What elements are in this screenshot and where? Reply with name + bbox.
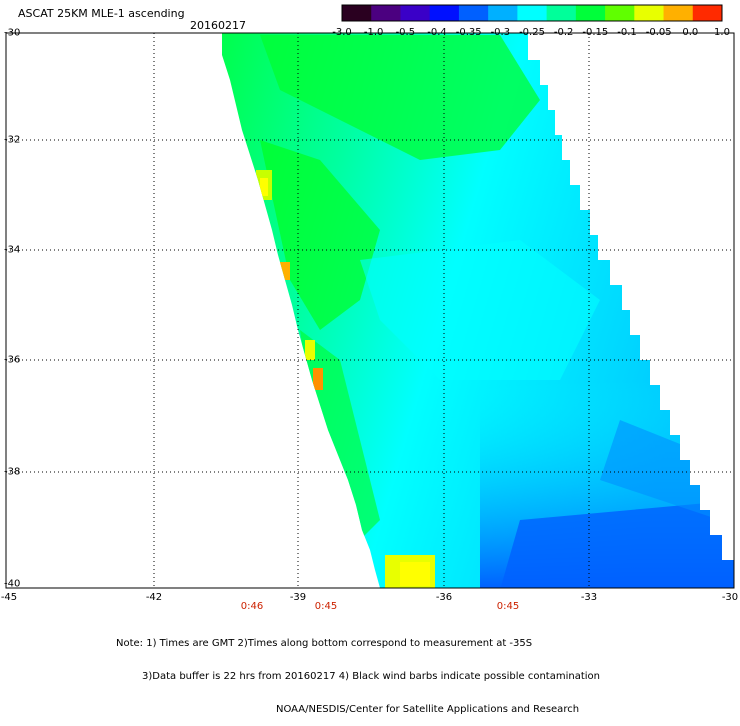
colorbar-swatch bbox=[429, 5, 460, 21]
colorbar bbox=[341, 4, 723, 22]
colorbar-swatch bbox=[458, 5, 489, 21]
colorbar-tick-label: -0.3 bbox=[490, 27, 511, 38]
time-label: 0:45 bbox=[314, 601, 338, 612]
lat-label: -32 bbox=[4, 134, 21, 146]
colorbar-tick-label: -3.0 bbox=[332, 27, 352, 38]
note-line-3: NOAA/NESDIS/Center for Satellite Applica… bbox=[276, 704, 580, 715]
note-line-2: 3)Data buffer is 22 hrs from 20160217 4)… bbox=[142, 671, 600, 682]
colorbar-swatch bbox=[663, 5, 694, 21]
colorbar-swatch bbox=[488, 5, 518, 21]
colorbar-swatch bbox=[400, 5, 431, 21]
lon-label: -30 bbox=[721, 592, 739, 603]
lon-label: -33 bbox=[580, 592, 598, 603]
colorbar-tick-label: -1.0 bbox=[363, 27, 384, 38]
ascat-map bbox=[5, 4, 735, 589]
lon-label: -45 bbox=[0, 592, 18, 603]
time-label: 0:45 bbox=[496, 601, 520, 612]
colorbar-swatch bbox=[575, 5, 606, 21]
colorbar-tick-label: -0.15 bbox=[582, 27, 609, 38]
colorbar-swatch bbox=[342, 5, 372, 21]
swath bbox=[222, 33, 734, 588]
colorbar-swatch bbox=[605, 5, 635, 21]
colorbar-tick-label: -0.4 bbox=[427, 27, 447, 38]
colorbar-frame bbox=[341, 4, 723, 22]
map-date: 20160217 bbox=[190, 19, 246, 32]
map-title: ASCAT 25KM MLE-1 ascending bbox=[18, 7, 185, 20]
colorbar-tick-label: -0.1 bbox=[617, 27, 637, 38]
lon-label: -42 bbox=[145, 592, 163, 603]
colorbar-swatch bbox=[371, 5, 401, 21]
colorbar-tick-label: -0.5 bbox=[395, 27, 416, 38]
colorbar-swatch bbox=[517, 5, 548, 21]
colorbar-tick-label: -0.35 bbox=[455, 27, 482, 38]
colorbar-tick-label: -0.2 bbox=[553, 27, 574, 38]
grid bbox=[6, 33, 734, 588]
colorbar-tick-label: 1.0 bbox=[714, 27, 730, 38]
lat-label: -40 bbox=[4, 578, 21, 590]
lat-label: -38 bbox=[4, 466, 21, 478]
map-frame bbox=[5, 32, 735, 589]
time-label: 0:46 bbox=[240, 601, 264, 612]
colorbar-tick-label: -0.05 bbox=[645, 27, 672, 38]
colorbar-tick-label: -0.25 bbox=[519, 27, 545, 38]
lat-label: -36 bbox=[4, 354, 21, 366]
colorbar-swatch bbox=[546, 5, 577, 21]
lon-label: -36 bbox=[435, 592, 453, 603]
colorbar-tick-label: 0.0 bbox=[682, 27, 699, 38]
note-line-1: Note: 1) Times are GMT 2)Times along bot… bbox=[116, 638, 533, 649]
lon-label: -39 bbox=[289, 592, 307, 603]
colorbar-swatch bbox=[692, 5, 723, 21]
footer-notes: Note: 1) Times are GMT 2)Times along bot… bbox=[116, 616, 600, 726]
lat-label: -34 bbox=[4, 244, 21, 256]
lat-label: -30 bbox=[4, 27, 21, 39]
colorbar-swatch bbox=[634, 5, 665, 21]
